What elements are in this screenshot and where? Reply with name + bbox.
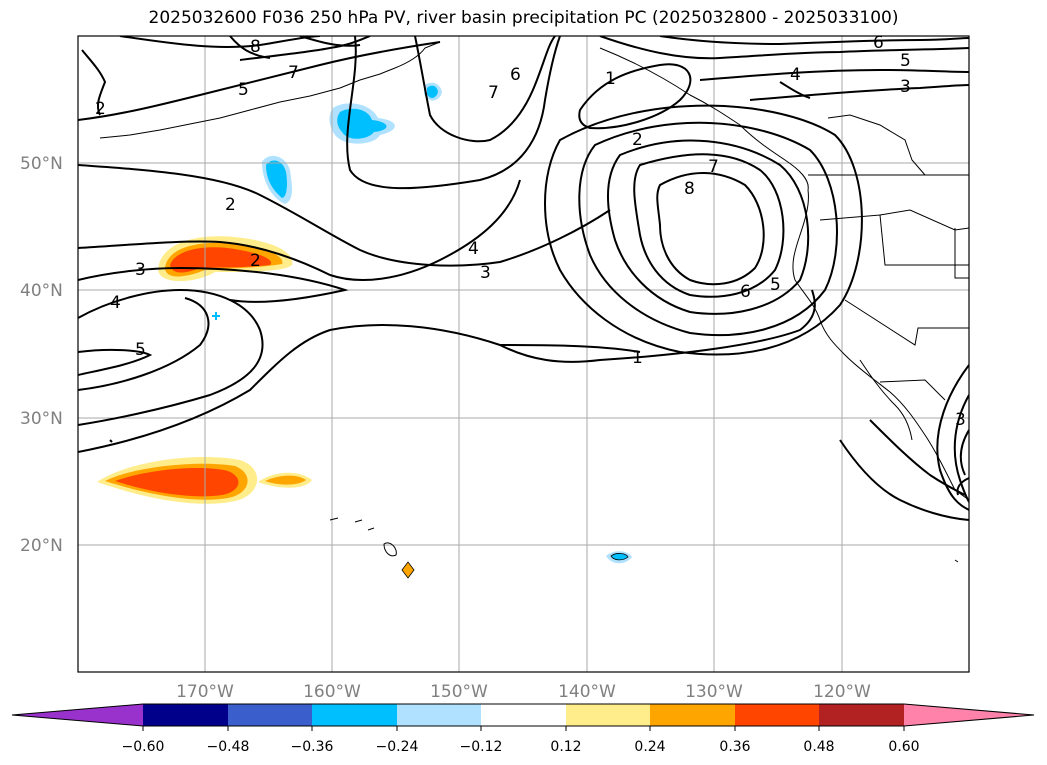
lon-label: 160°W bbox=[303, 682, 361, 702]
lat-label: 40°N bbox=[20, 281, 63, 301]
colorbar-extend-high bbox=[904, 704, 1034, 726]
lat-label: 20°N bbox=[20, 536, 63, 556]
contour-label: 6 bbox=[740, 282, 751, 302]
lat-label: 50°N bbox=[20, 154, 63, 174]
contour-label: 5 bbox=[135, 340, 146, 360]
colorbar-tick-label: −0.48 bbox=[207, 739, 250, 755]
contour-label: 4 bbox=[110, 293, 121, 313]
contour-label: 7 bbox=[708, 157, 719, 177]
lat-labels: 50°N 40°N 30°N 20°N bbox=[20, 154, 63, 556]
colorbar-tick-label: 0.24 bbox=[634, 739, 665, 755]
colorbar-ticks bbox=[142, 726, 905, 731]
lat-label: 30°N bbox=[20, 409, 63, 429]
colorbar: −0.60 −0.48 −0.36 −0.24 −0.12 0.12 0.24 … bbox=[11, 703, 1035, 755]
colorbar-tick-label: −0.36 bbox=[291, 739, 334, 755]
colorbar-segment bbox=[650, 704, 735, 726]
colorbar-extend-low bbox=[12, 704, 143, 726]
colorbar-segment bbox=[397, 704, 481, 726]
contour-label: 2 bbox=[632, 130, 643, 150]
contour-label: 7 bbox=[488, 83, 499, 103]
lon-label: 140°W bbox=[558, 682, 616, 702]
colorbar-tick-label: −0.24 bbox=[376, 739, 419, 755]
colorbar-segment bbox=[819, 704, 904, 726]
coastlines bbox=[99, 41, 969, 563]
pv-contours bbox=[78, 36, 969, 521]
lon-label: 150°W bbox=[430, 682, 488, 702]
contour-label: 3 bbox=[135, 260, 146, 280]
contour-label: 1 bbox=[605, 69, 616, 89]
contour-label: 2 bbox=[95, 99, 106, 119]
lon-labels: 170°W 160°W 150°W 140°W 130°W 120°W bbox=[176, 682, 871, 702]
colorbar-tick-label: −0.12 bbox=[460, 739, 503, 755]
contour-label: 8 bbox=[684, 179, 695, 199]
contour-label: 5 bbox=[770, 275, 781, 295]
contour-label: 1 bbox=[632, 348, 643, 368]
contour-label: 6 bbox=[510, 65, 521, 85]
contour-label: 4 bbox=[790, 65, 801, 85]
colorbar-segment bbox=[143, 704, 228, 726]
contour-label: 4 bbox=[468, 239, 479, 259]
colorbar-tick-label: 0.12 bbox=[550, 739, 581, 755]
map-frame bbox=[77, 35, 970, 673]
contour-label: 8 bbox=[250, 37, 261, 57]
contour-label: 3 bbox=[480, 263, 491, 283]
contour-label: 3 bbox=[900, 77, 911, 97]
contour-label-group: 8 7 5 2 6 7 1 6 5 4 3 2 7 8 2 3 2 4 3 4 … bbox=[95, 33, 966, 430]
colorbar-tick-label: 0.36 bbox=[719, 739, 750, 755]
colorbar-segment bbox=[566, 704, 650, 726]
lon-label: 120°W bbox=[813, 682, 871, 702]
colorbar-tick-label: 0.60 bbox=[888, 739, 919, 755]
colorbar-tick-label: 0.48 bbox=[803, 739, 834, 755]
lon-label: 170°W bbox=[176, 682, 234, 702]
colorbar-segment bbox=[481, 704, 566, 726]
contour-label: 7 bbox=[288, 63, 299, 83]
colorbar-segment bbox=[228, 704, 312, 726]
contour-label: 5 bbox=[238, 80, 249, 100]
colorbar-tick-label: −0.60 bbox=[122, 739, 165, 755]
contour-label: 5 bbox=[900, 51, 911, 71]
contour-label: 2 bbox=[250, 251, 261, 271]
contour-label: 2 bbox=[225, 195, 236, 215]
contour-label: 3 bbox=[955, 410, 966, 430]
colorbar-segment bbox=[312, 704, 397, 726]
contour-label: 6 bbox=[873, 33, 884, 53]
colorbar-segment bbox=[735, 704, 819, 726]
map-title: 2025032600 F036 250 hPa PV, river basin … bbox=[148, 8, 899, 28]
lon-label: 130°W bbox=[685, 682, 743, 702]
